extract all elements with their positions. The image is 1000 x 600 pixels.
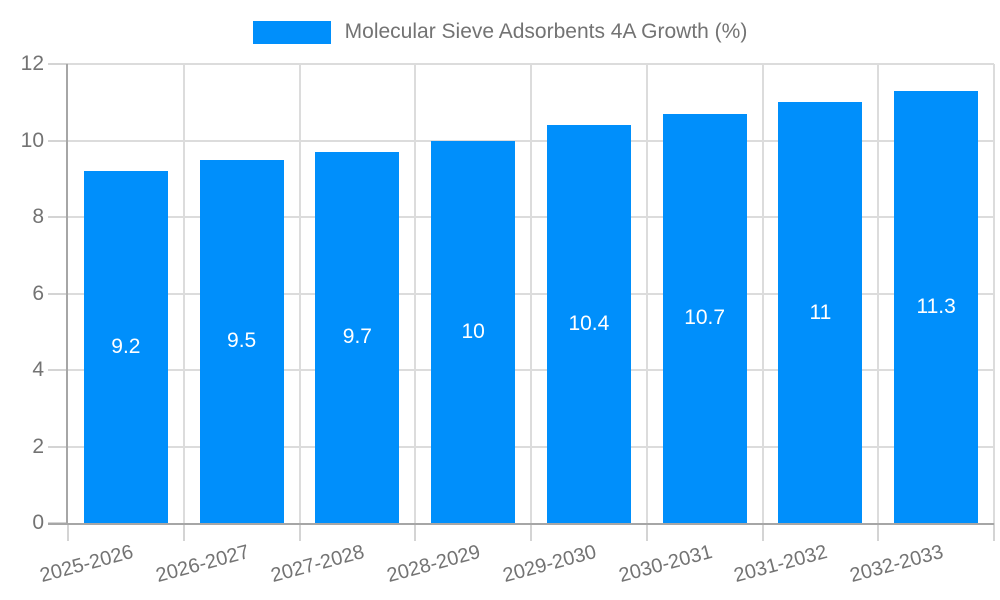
y-axis-label: 4 — [32, 358, 44, 381]
bar-2031-2032[interactable]: 11 — [778, 102, 863, 523]
x-tick — [645, 523, 648, 541]
y-axis-line — [66, 64, 68, 523]
x-gridline — [414, 64, 417, 523]
x-tick — [182, 523, 185, 541]
y-axis-label: 2 — [32, 434, 44, 458]
y-tick — [48, 292, 68, 295]
x-tick — [530, 523, 532, 541]
bar-value-label: 9.2 — [111, 335, 141, 359]
y-tick — [48, 369, 68, 371]
bar-2027-2028[interactable]: 9.7 — [315, 151, 400, 523]
y-tick — [48, 139, 68, 142]
bar-2026-2027[interactable]: 9.5 — [199, 159, 284, 523]
y-axis-label: 12 — [20, 52, 44, 75]
bar-value-label: 9.5 — [227, 329, 257, 353]
bar-value-label: 10.4 — [568, 312, 610, 336]
y-axis-label: 10 — [20, 128, 44, 152]
x-gridline — [298, 64, 301, 523]
x-tick — [414, 523, 417, 541]
x-gridline — [877, 64, 880, 523]
x-tick — [67, 523, 69, 541]
legend-item[interactable]: Molecular Sieve Adsorbents 4A Growth (%) — [0, 16, 1000, 48]
bar-2029-2030[interactable]: 10.4 — [546, 125, 631, 523]
x-gridline — [645, 64, 648, 523]
y-axis-label: 8 — [32, 205, 44, 228]
x-gridline — [761, 64, 764, 523]
bar-value-label: 9.7 — [342, 325, 372, 349]
y-tick — [48, 445, 68, 448]
x-gridline — [530, 64, 532, 523]
bar-2025-2026[interactable]: 9.2 — [83, 171, 168, 523]
legend-label: Molecular Sieve Adsorbents 4A Growth (%) — [344, 20, 748, 43]
bar-2028-2029[interactable]: 10 — [431, 140, 516, 523]
bar-2030-2031[interactable]: 10.7 — [662, 113, 747, 523]
bar-2032-2033[interactable]: 11.3 — [894, 90, 979, 523]
x-tick — [993, 523, 995, 541]
x-gridline — [993, 64, 995, 523]
bar-value-label: 11.3 — [916, 294, 956, 318]
x-tick — [877, 523, 880, 541]
bar-value-label: 10 — [461, 319, 485, 343]
x-tick — [761, 523, 764, 541]
x-axis-line — [48, 523, 994, 525]
y-tick — [48, 216, 68, 218]
y-axis-label: 6 — [32, 281, 44, 305]
y-tick — [48, 63, 68, 65]
x-gridline — [182, 64, 185, 523]
legend-swatch — [252, 20, 331, 44]
bar-value-label: 11 — [809, 300, 832, 324]
y-axis-label: 0 — [32, 511, 44, 534]
bar-value-label: 10.7 — [684, 306, 726, 330]
x-tick — [298, 523, 301, 541]
